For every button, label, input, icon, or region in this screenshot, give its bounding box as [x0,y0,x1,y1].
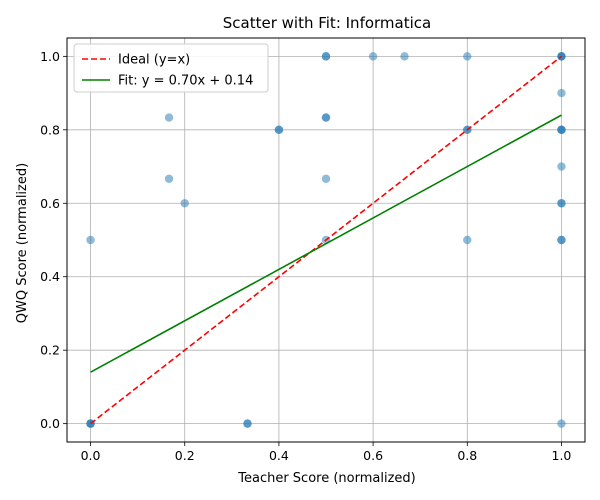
y-tick-label: 0.4 [40,269,60,284]
fit-line [90,114,562,373]
scatter-point [164,113,174,122]
x-tick-label: 0.0 [81,448,101,463]
scatter-point [368,52,378,61]
scatter-point [557,88,566,98]
scatter-point [557,419,566,428]
legend-label: Ideal (y=x) [118,53,190,68]
scatter-point [86,235,95,245]
x-tick-label: 1.0 [552,448,572,463]
scatter-point [400,52,409,61]
y-axis-ticks: 0.0 0.2 0.4 0.6 0.8 1.0 [40,49,67,431]
scatter-point [243,419,252,428]
scatter-point [463,235,472,245]
scatter-point [321,174,331,183]
y-tick-label: 0.6 [40,196,60,211]
scatter-point [557,162,566,171]
ideal-line [90,55,562,425]
y-tick-label: 0.2 [40,343,60,358]
plot-frame [66,37,586,443]
scatter-point [557,52,566,61]
legend-label: Fit: y = 0.70x + 0.14 [118,74,253,89]
y-axis-label: QWQ Score (normalized) [15,163,30,323]
scatter-point [557,125,566,135]
chart-title: Scatter with Fit: Informatica [223,14,431,32]
y-tick-label: 0.0 [40,416,60,431]
scatter-point [274,125,284,135]
y-tick-label: 1.0 [40,49,60,64]
y-tick-label: 0.8 [40,122,60,137]
x-tick-label: 0.2 [175,448,195,463]
legend: Ideal (y=x) Fit: y = 0.70x + 0.14 [73,43,269,93]
scatter-point [463,52,472,61]
scatter-point [180,199,189,208]
x-axis-ticks: 0.0 0.2 0.4 0.6 0.8 1.0 [81,442,572,463]
scatter-point [321,113,331,122]
legend-box [73,43,269,93]
scatter-point [557,199,566,208]
x-tick-label: 0.4 [269,448,289,463]
x-tick-label: 0.8 [457,448,477,463]
x-tick-label: 0.6 [363,448,383,463]
x-axis-label: Teacher Score (normalized) [237,471,415,486]
series-lines [90,55,562,425]
scatter-point [557,235,566,245]
scatter-point [164,174,174,183]
scatter-point [321,52,331,61]
